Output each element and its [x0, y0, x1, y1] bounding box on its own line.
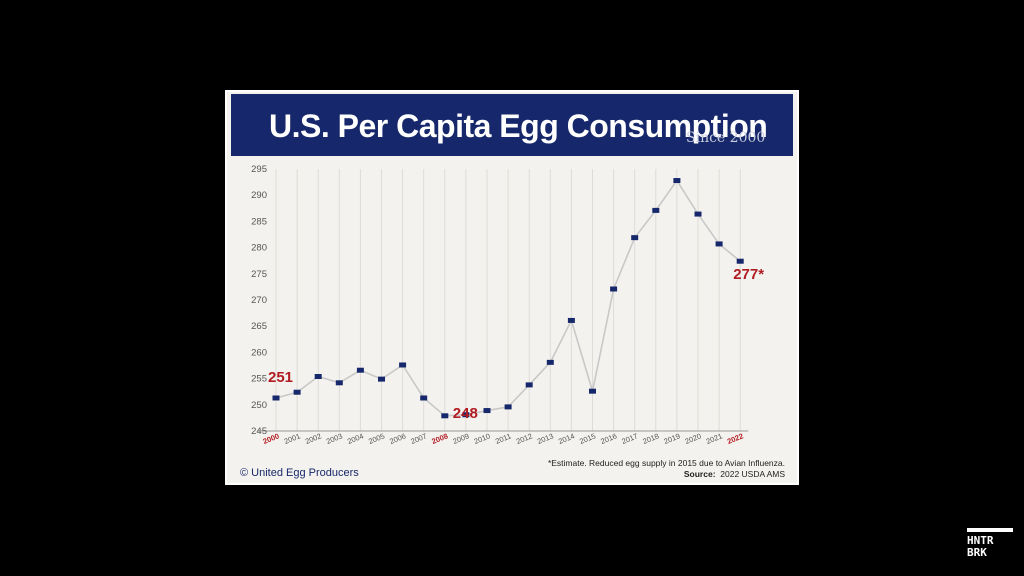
y-tick-label: 285	[251, 216, 267, 227]
x-tick-label: 2022	[726, 431, 745, 446]
channel-logo: HNTR BRK	[967, 528, 1013, 559]
data-point	[715, 241, 723, 247]
x-tick-label: 2015	[578, 431, 597, 446]
x-tick-label: 2010	[473, 431, 492, 446]
x-tick-label: 2009	[452, 431, 471, 446]
data-point	[462, 412, 470, 418]
data-point	[441, 413, 449, 419]
copyright-text: © United Egg Producers	[240, 467, 359, 479]
y-tick-label: 250	[251, 400, 267, 411]
y-tick-label: 245	[251, 426, 267, 437]
data-point	[736, 258, 744, 264]
y-tick-label: 295	[251, 164, 267, 175]
data-label: 248	[453, 405, 478, 422]
y-tick-label: 275	[251, 269, 267, 280]
x-tick-label: 2007	[409, 431, 428, 446]
y-tick-label: 270	[251, 295, 267, 306]
footnote-estimate: *Estimate. Reduced egg supply in 2015 du…	[547, 458, 785, 468]
data-point	[631, 235, 639, 241]
chart-subtitle: Since 2000	[686, 130, 766, 146]
x-tick-label: 2004	[346, 431, 365, 446]
data-point	[272, 395, 280, 401]
data-point	[314, 374, 322, 380]
y-tick-label: 260	[251, 347, 267, 358]
x-tick-label: 2005	[367, 431, 386, 446]
y-tick-label: 265	[251, 321, 267, 332]
x-tick-label: 2008	[430, 431, 449, 446]
data-point	[525, 382, 533, 388]
x-tick-label: 2018	[641, 431, 660, 446]
source-line: Source: 2022 USDA AMS	[548, 469, 785, 480]
x-tick-label: 2019	[663, 431, 682, 446]
source-text: 2022 USDA AMS	[720, 469, 785, 479]
y-tick-label: 290	[251, 190, 267, 201]
data-point	[483, 408, 491, 414]
chart-card: U.S. Per Capita Egg Consumption Since 20…	[225, 90, 799, 485]
x-tick-label: 2002	[304, 431, 323, 446]
x-tick-label: 2012	[515, 431, 534, 446]
x-tick-label: 2021	[705, 431, 724, 446]
data-point	[399, 362, 407, 368]
data-label: 251	[268, 369, 293, 386]
logo-bar	[967, 528, 1013, 532]
x-tick-label: 2017	[620, 431, 639, 446]
x-tick-label: 2003	[325, 431, 344, 446]
chart-title: U.S. Per Capita Egg Consumption	[269, 108, 768, 144]
data-point	[420, 395, 428, 401]
data-point	[293, 389, 301, 395]
x-tick-label: 2020	[684, 431, 703, 446]
x-tick-label: 2014	[557, 431, 576, 446]
x-tick-label: 2006	[388, 431, 407, 446]
x-tick-label: 2001	[283, 431, 302, 446]
x-tick-label: 2016	[599, 431, 618, 446]
data-point	[567, 317, 575, 323]
logo-line-2: BRK	[967, 546, 987, 559]
title-banner: U.S. Per Capita Egg Consumption Since 20…	[231, 94, 793, 156]
data-point	[335, 380, 343, 386]
data-label: 277*	[733, 266, 764, 283]
y-tick-label: 255	[251, 374, 267, 385]
data-point	[546, 359, 554, 365]
x-tick-label: 2013	[536, 431, 555, 446]
source-label: Source:	[683, 469, 716, 479]
y-tick-label: 280	[251, 243, 267, 254]
logo-line-1: HNTR	[967, 534, 994, 547]
data-point	[589, 388, 596, 394]
data-point	[673, 178, 681, 184]
footnote: *Estimate. Reduced egg supply in 2015 du…	[548, 458, 785, 480]
data-point	[652, 207, 660, 213]
data-point	[356, 367, 364, 373]
data-point	[694, 211, 702, 217]
data-point	[504, 404, 512, 410]
data-point	[378, 376, 385, 382]
x-tick-label: 2011	[494, 431, 512, 445]
data-point	[610, 286, 618, 292]
